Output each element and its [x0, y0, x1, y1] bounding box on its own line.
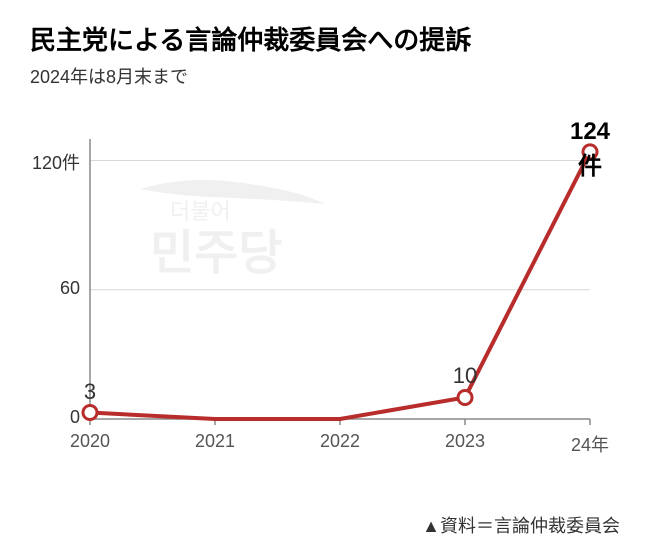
- chart-subtitle: 2024年は8月末まで: [30, 63, 620, 89]
- x-axis-label: 2020: [50, 431, 130, 452]
- y-axis-label: 0: [30, 407, 80, 428]
- data-point-label: 3: [84, 379, 96, 405]
- y-axis-label: 120件: [30, 149, 80, 175]
- source-text: ▲資料＝言論仲裁委員会: [422, 512, 620, 538]
- y-axis-label: 60: [30, 278, 80, 299]
- chart-area: 더불어 민주당 060120件202020212022202324年310124…: [30, 109, 620, 469]
- x-axis-label: 2021: [175, 431, 255, 452]
- x-axis-label: 24年: [550, 431, 630, 457]
- data-point-label: 10: [453, 363, 477, 389]
- data-point-label: 124件: [570, 118, 610, 181]
- line-chart: [30, 109, 620, 469]
- x-axis-label: 2022: [300, 431, 380, 452]
- x-axis-label: 2023: [425, 431, 505, 452]
- chart-title: 民主党による言論仲裁委員会への提訴: [30, 20, 620, 57]
